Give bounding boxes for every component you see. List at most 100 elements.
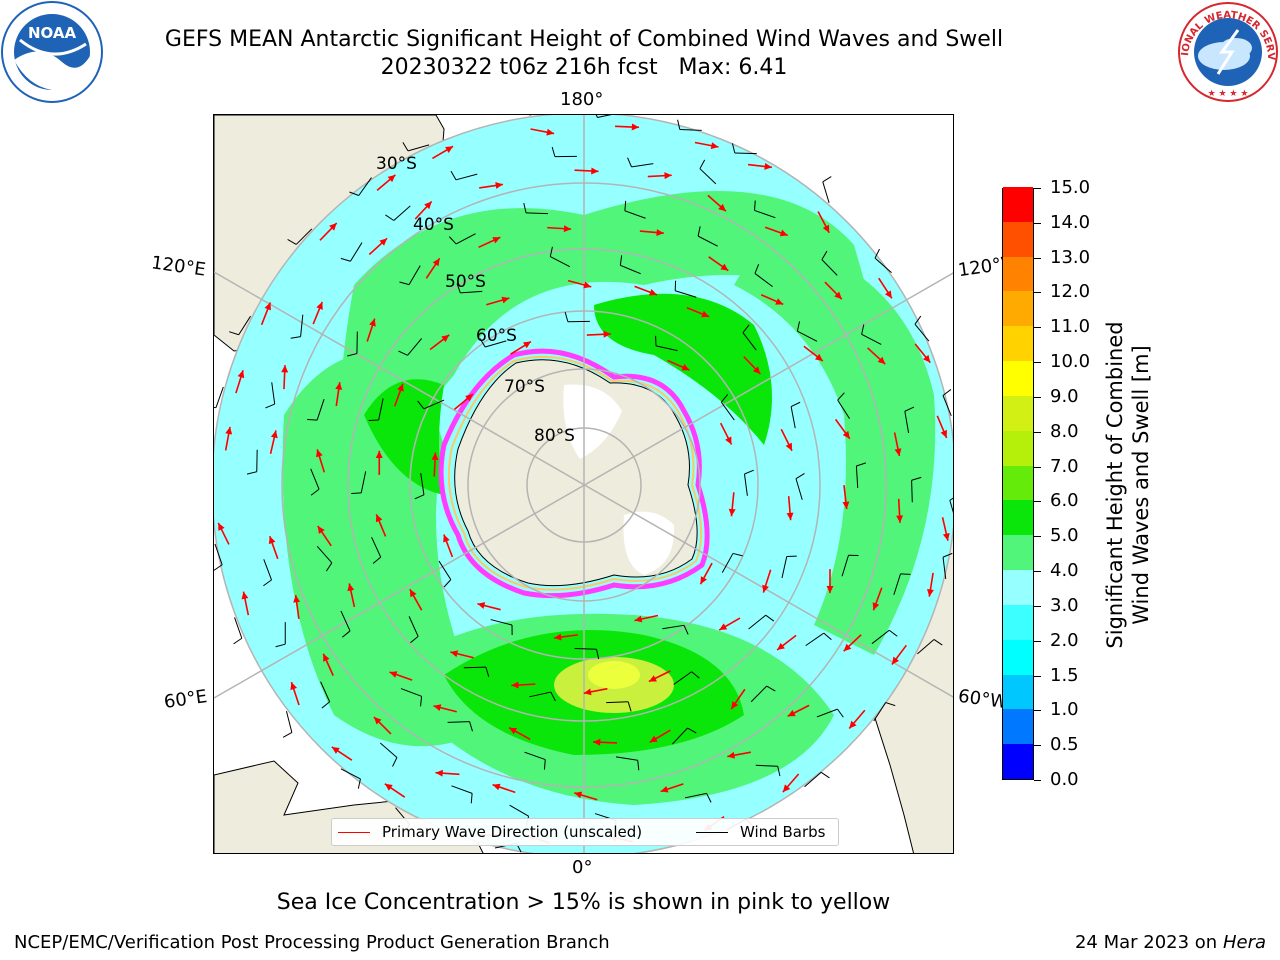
wind-barb-staff — [804, 771, 822, 788]
wind-barb-flag — [699, 159, 706, 169]
wind-barb-flag — [341, 630, 351, 638]
colorbar-tick-label: 13.0 — [1050, 246, 1091, 268]
sea-ice-note: Sea Ice Concentration > 15% is shown in … — [276, 890, 891, 915]
wave-arrow-head — [511, 681, 519, 689]
wave-arrow-head — [424, 201, 432, 210]
wind-barb-staff — [917, 639, 935, 655]
sea-ice-edge — [438, 348, 710, 599]
wave-arrow-head — [752, 366, 761, 375]
wind-barb-flag — [823, 632, 832, 640]
colorbar-tick-label: 8.0 — [1050, 420, 1079, 442]
colorbar-segment — [1003, 604, 1033, 640]
wave-arrow-head — [387, 174, 396, 183]
colorbar-tick-label: 7.0 — [1050, 455, 1079, 477]
colorbar-tick-mark — [1034, 222, 1041, 224]
chart-title: GEFS MEAN Antarctic Significant Height o… — [84, 26, 1084, 82]
colorbar-tick-mark — [1034, 188, 1041, 189]
wave-arrow-head — [700, 576, 707, 585]
legend-swatch-black — [696, 831, 728, 833]
colorbar-segment — [1003, 395, 1033, 431]
wind-barb-flag — [325, 562, 333, 572]
wind-barb-staff — [597, 115, 612, 118]
colorbar-tick-mark — [1034, 292, 1041, 294]
wave-arrow-head — [225, 426, 233, 435]
lat-label: 80°S — [534, 426, 575, 446]
wave-arrow-head — [347, 583, 355, 592]
colorbar-segment — [1003, 186, 1033, 222]
wave-arrow-head — [554, 633, 562, 641]
wind-barb-staff — [655, 345, 678, 352]
wind-barb-staff — [423, 399, 445, 410]
wave-arrow-head — [710, 142, 719, 150]
wave-arrow-head — [443, 534, 450, 543]
wind-barb-flag — [357, 778, 361, 789]
wind-barb-flag — [287, 239, 297, 245]
wave-arrow-head — [495, 182, 503, 189]
wave-arrow-head — [681, 364, 690, 371]
wind-barb-flag — [795, 472, 805, 480]
wind-barb-flag — [551, 146, 556, 157]
wave-arrow-head — [369, 318, 376, 327]
antarctica — [438, 348, 710, 599]
wind-barb-flag — [691, 671, 700, 679]
wind-barb-staff — [393, 205, 411, 221]
wave-arrow-head — [450, 650, 459, 658]
wave-arrow-head — [631, 123, 640, 131]
wind-barb-flag — [340, 257, 351, 262]
wind-barb-staff — [300, 314, 304, 337]
wind-barb-flag — [479, 338, 486, 348]
wind-barb-flag — [942, 552, 953, 558]
colorbar-tick-label: 4.0 — [1050, 560, 1079, 582]
wind-barb-staff — [524, 751, 546, 761]
wind-barb-staff — [721, 553, 734, 573]
legend-item-primary-wave: Primary Wave Direction (unscaled) — [338, 823, 642, 841]
wind-barb-staff — [754, 273, 773, 288]
graticule — [214, 115, 953, 853]
legend-wind-barbs-label: Wind Barbs — [740, 823, 826, 841]
wind-barb-flag — [549, 246, 553, 257]
wind-barb-flag — [949, 497, 953, 501]
wind-barb-staff — [447, 721, 470, 723]
wind-barb-flag — [550, 691, 556, 702]
wave-arrow-head — [218, 522, 225, 531]
colorbar-segment — [1003, 534, 1033, 571]
wind-barb-staff — [407, 144, 430, 152]
colorbar-tick-mark — [1034, 501, 1041, 503]
wind-barb-staff — [490, 619, 513, 626]
wind-barb-flag — [754, 200, 756, 211]
wind-barb-staff — [631, 163, 654, 168]
wind-barb-staff — [942, 557, 947, 580]
wind-barb-staff — [378, 398, 384, 421]
wind-barb-staff — [904, 411, 910, 434]
wind-barb-staff — [451, 785, 473, 794]
wave-arrow-head — [787, 709, 796, 717]
colorbar-tick-mark — [1034, 327, 1041, 329]
wind-barb-flag — [687, 727, 697, 734]
wind-barb-staff — [874, 257, 892, 274]
wind-barb-staff — [734, 152, 757, 155]
wave-arrow-head — [940, 429, 948, 438]
wind-barb-flag — [942, 389, 952, 396]
wind-barb-staff — [720, 401, 735, 421]
colorbar-tick-mark — [1034, 431, 1041, 433]
wind-barb-flag — [697, 226, 701, 237]
wind-barb-flag — [754, 263, 760, 274]
wave-arrow-head — [501, 296, 510, 304]
wave-arrow-head — [593, 738, 601, 746]
wind-barb-staff — [871, 629, 890, 645]
wind-barb-staff — [855, 465, 859, 489]
wind-barb-staff — [911, 480, 913, 503]
wind-barb-flag — [321, 701, 330, 709]
wave-arrow-head — [379, 238, 388, 246]
wind-barb-flag — [637, 760, 640, 771]
wind-barb-flag — [470, 793, 473, 804]
wind-barb-staff — [684, 792, 707, 799]
wave-arrow-head — [884, 290, 892, 299]
wind-barb-flag — [837, 392, 845, 401]
wind-barb-flag — [392, 757, 398, 767]
nws-logo: NATIONAL WEATHER SERVICE ★ ★ ★ ★ — [1176, 0, 1278, 102]
wave-arrow-head — [293, 595, 301, 603]
colorbar-tick-mark — [1034, 745, 1041, 747]
wind-barb-flag — [821, 250, 828, 260]
lat-label: 70°S — [504, 377, 545, 397]
